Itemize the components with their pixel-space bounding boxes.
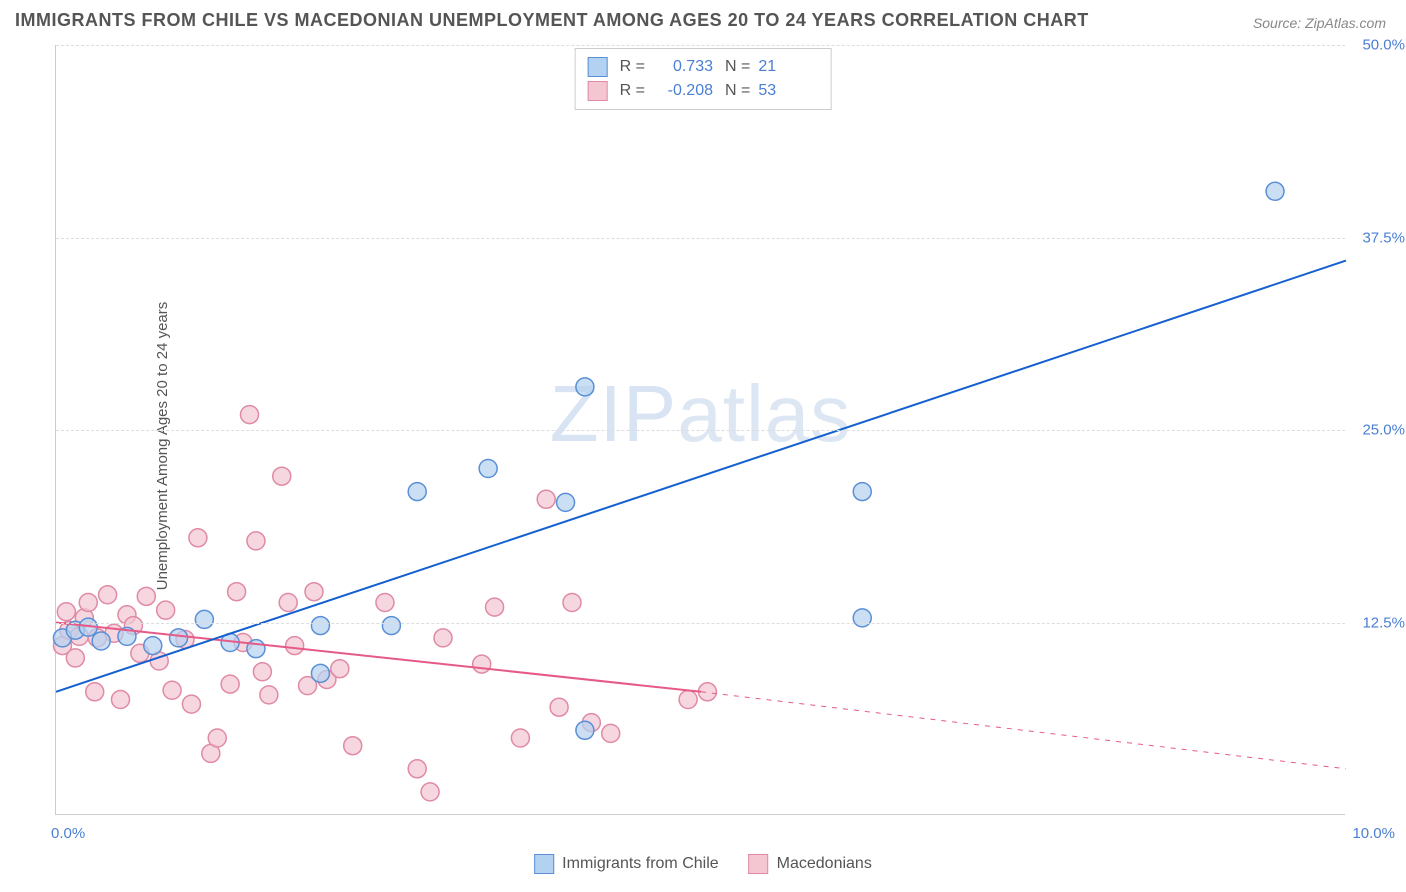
scatter-point-macedonians (228, 583, 246, 601)
scatter-point-chile (576, 721, 594, 739)
scatter-point-chile (557, 493, 575, 511)
scatter-point-macedonians (273, 467, 291, 485)
y-tick-label: 50.0% (1350, 37, 1405, 54)
scatter-point-chile (311, 617, 329, 635)
scatter-point-macedonians (511, 729, 529, 747)
legend-stats: R = 0.733 N = 21 R = -0.208 N = 53 (575, 48, 832, 110)
scatter-point-macedonians (376, 593, 394, 611)
scatter-point-chile (853, 483, 871, 501)
scatter-point-macedonians (421, 783, 439, 801)
scatter-point-macedonians (602, 724, 620, 742)
scatter-point-macedonians (66, 649, 84, 667)
scatter-point-macedonians (163, 681, 181, 699)
legend-swatch (588, 57, 608, 77)
scatter-point-chile (195, 610, 213, 628)
gridline (56, 623, 1345, 624)
scatter-point-macedonians (79, 593, 97, 611)
scatter-point-chile (408, 483, 426, 501)
scatter-point-macedonians (286, 637, 304, 655)
scatter-point-chile (576, 378, 594, 396)
scatter-point-macedonians (408, 760, 426, 778)
scatter-point-macedonians (208, 729, 226, 747)
scatter-point-macedonians (112, 691, 130, 709)
source-credit: Source: ZipAtlas.com (1253, 15, 1386, 31)
scatter-point-macedonians (563, 593, 581, 611)
scatter-point-macedonians (434, 629, 452, 647)
scatter-point-macedonians (473, 655, 491, 673)
scatter-point-chile (311, 664, 329, 682)
y-tick-label: 37.5% (1350, 229, 1405, 246)
scatter-point-macedonians (550, 698, 568, 716)
gridline (56, 430, 1345, 431)
scatter-point-chile (382, 617, 400, 635)
y-tick-label: 25.0% (1350, 422, 1405, 439)
legend-series: Immigrants from Chile Macedonians (534, 854, 872, 874)
gridline (56, 238, 1345, 239)
scatter-point-chile (853, 609, 871, 627)
regression-line-macedonians-dashed (701, 692, 1346, 769)
legend-stats-row: R = 0.733 N = 21 (588, 55, 819, 79)
legend-swatch (534, 854, 554, 874)
x-tick-label: 10.0% (1352, 825, 1395, 842)
legend-series-item: Immigrants from Chile (534, 854, 718, 874)
scatter-point-macedonians (57, 603, 75, 621)
scatter-point-macedonians (247, 532, 265, 550)
legend-series-label: Immigrants from Chile (562, 855, 718, 873)
source-value: ZipAtlas.com (1305, 15, 1386, 31)
scatter-point-chile (144, 637, 162, 655)
legend-stat-n-value: 21 (758, 58, 818, 76)
legend-swatch (749, 854, 769, 874)
scatter-point-chile (479, 460, 497, 478)
scatter-point-macedonians (86, 683, 104, 701)
chart-container: IMMIGRANTS FROM CHILE VS MACEDONIAN UNEM… (0, 0, 1406, 892)
legend-stats-row: R = -0.208 N = 53 (588, 79, 819, 103)
legend-stat-n-label: N = (725, 82, 750, 100)
scatter-point-chile (170, 629, 188, 647)
legend-swatch (588, 81, 608, 101)
legend-series-label: Macedonians (777, 855, 872, 873)
scatter-point-macedonians (260, 686, 278, 704)
regression-line-chile (56, 261, 1346, 692)
scatter-point-macedonians (344, 737, 362, 755)
legend-series-item: Macedonians (749, 854, 872, 874)
scatter-point-macedonians (331, 660, 349, 678)
scatter-point-macedonians (305, 583, 323, 601)
scatter-point-macedonians (241, 406, 259, 424)
scatter-point-macedonians (182, 695, 200, 713)
legend-stat-r-value: 0.733 (653, 58, 713, 76)
scatter-point-macedonians (99, 586, 117, 604)
legend-stat-r-value: -0.208 (653, 82, 713, 100)
legend-stat-n-value: 53 (758, 82, 818, 100)
y-tick-label: 12.5% (1350, 614, 1405, 631)
scatter-point-macedonians (253, 663, 271, 681)
scatter-point-chile (1266, 182, 1284, 200)
legend-stat-r-label: R = (620, 58, 645, 76)
chart-title: IMMIGRANTS FROM CHILE VS MACEDONIAN UNEM… (15, 10, 1089, 31)
scatter-point-macedonians (679, 691, 697, 709)
scatter-point-macedonians (189, 529, 207, 547)
source-label: Source: (1253, 15, 1301, 31)
gridline (56, 45, 1345, 46)
legend-stat-r-label: R = (620, 82, 645, 100)
x-tick-label: 0.0% (51, 825, 85, 842)
scatter-point-chile (92, 632, 110, 650)
scatter-point-macedonians (279, 593, 297, 611)
scatter-point-macedonians (537, 490, 555, 508)
scatter-point-macedonians (157, 601, 175, 619)
legend-stat-n-label: N = (725, 58, 750, 76)
scatter-point-macedonians (137, 587, 155, 605)
plot-area: ZIPatlas 12.5%25.0%37.5%50.0%0.0%10.0% (55, 45, 1345, 815)
scatter-point-macedonians (221, 675, 239, 693)
scatter-point-macedonians (486, 598, 504, 616)
